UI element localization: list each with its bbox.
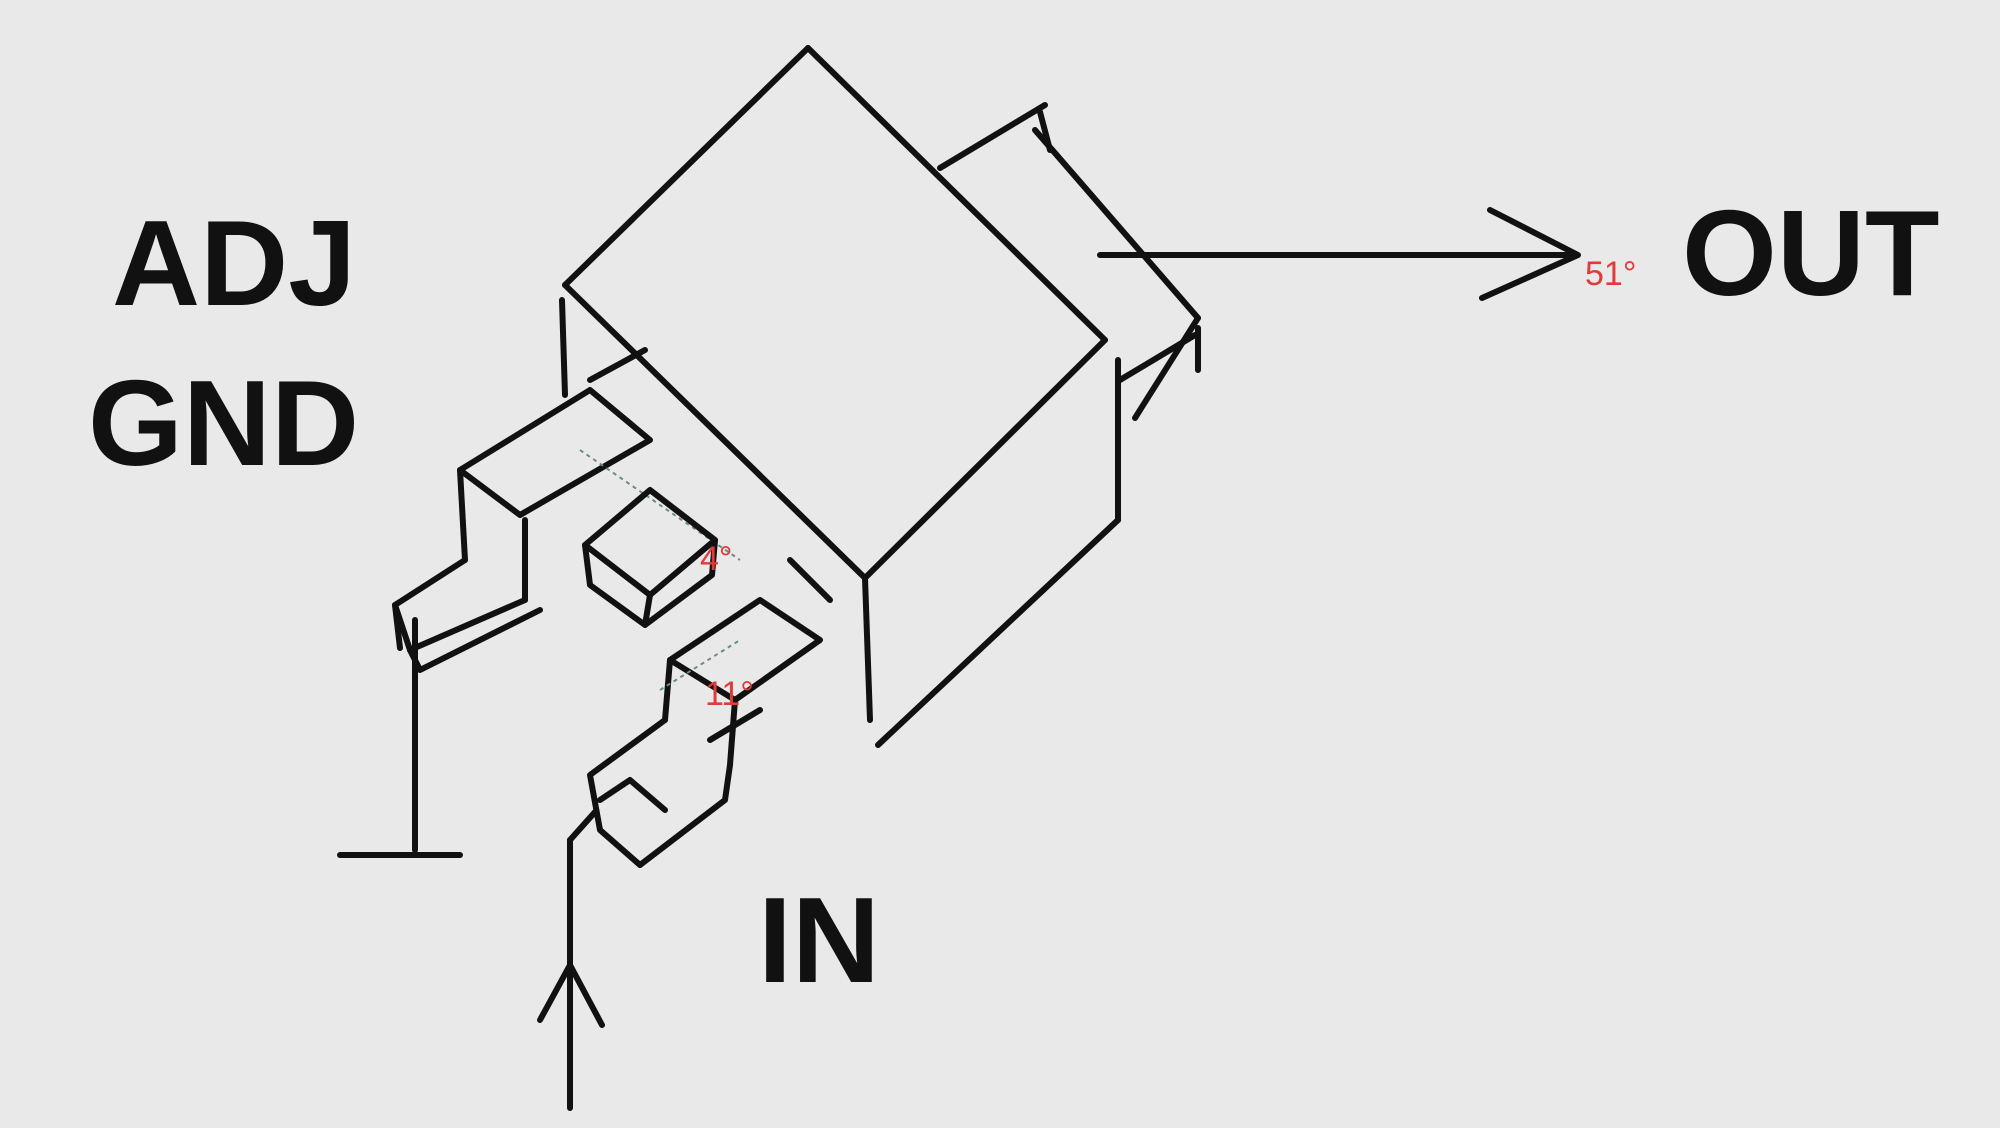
middle-pin-stub (582, 487, 718, 628)
gnd-pin-lead (392, 347, 741, 673)
tab-top-angle-label: 4° (700, 540, 733, 578)
gnd-label: GND (88, 355, 359, 491)
ground-symbol (337, 617, 463, 858)
package-body (559, 45, 1121, 748)
tab-bottom-angle-label: 11° (705, 675, 754, 713)
out-label: OUT (1682, 185, 1940, 321)
out-wire-arrow (1097, 207, 1581, 301)
in-pin-lead (587, 597, 823, 868)
heat-sink-tab (937, 102, 1201, 421)
in-wire-arrow (537, 809, 605, 1111)
out-angle-label: 51° (1585, 255, 1636, 293)
adj-label: ADJ (112, 195, 356, 331)
in-label: IN (758, 872, 880, 1008)
